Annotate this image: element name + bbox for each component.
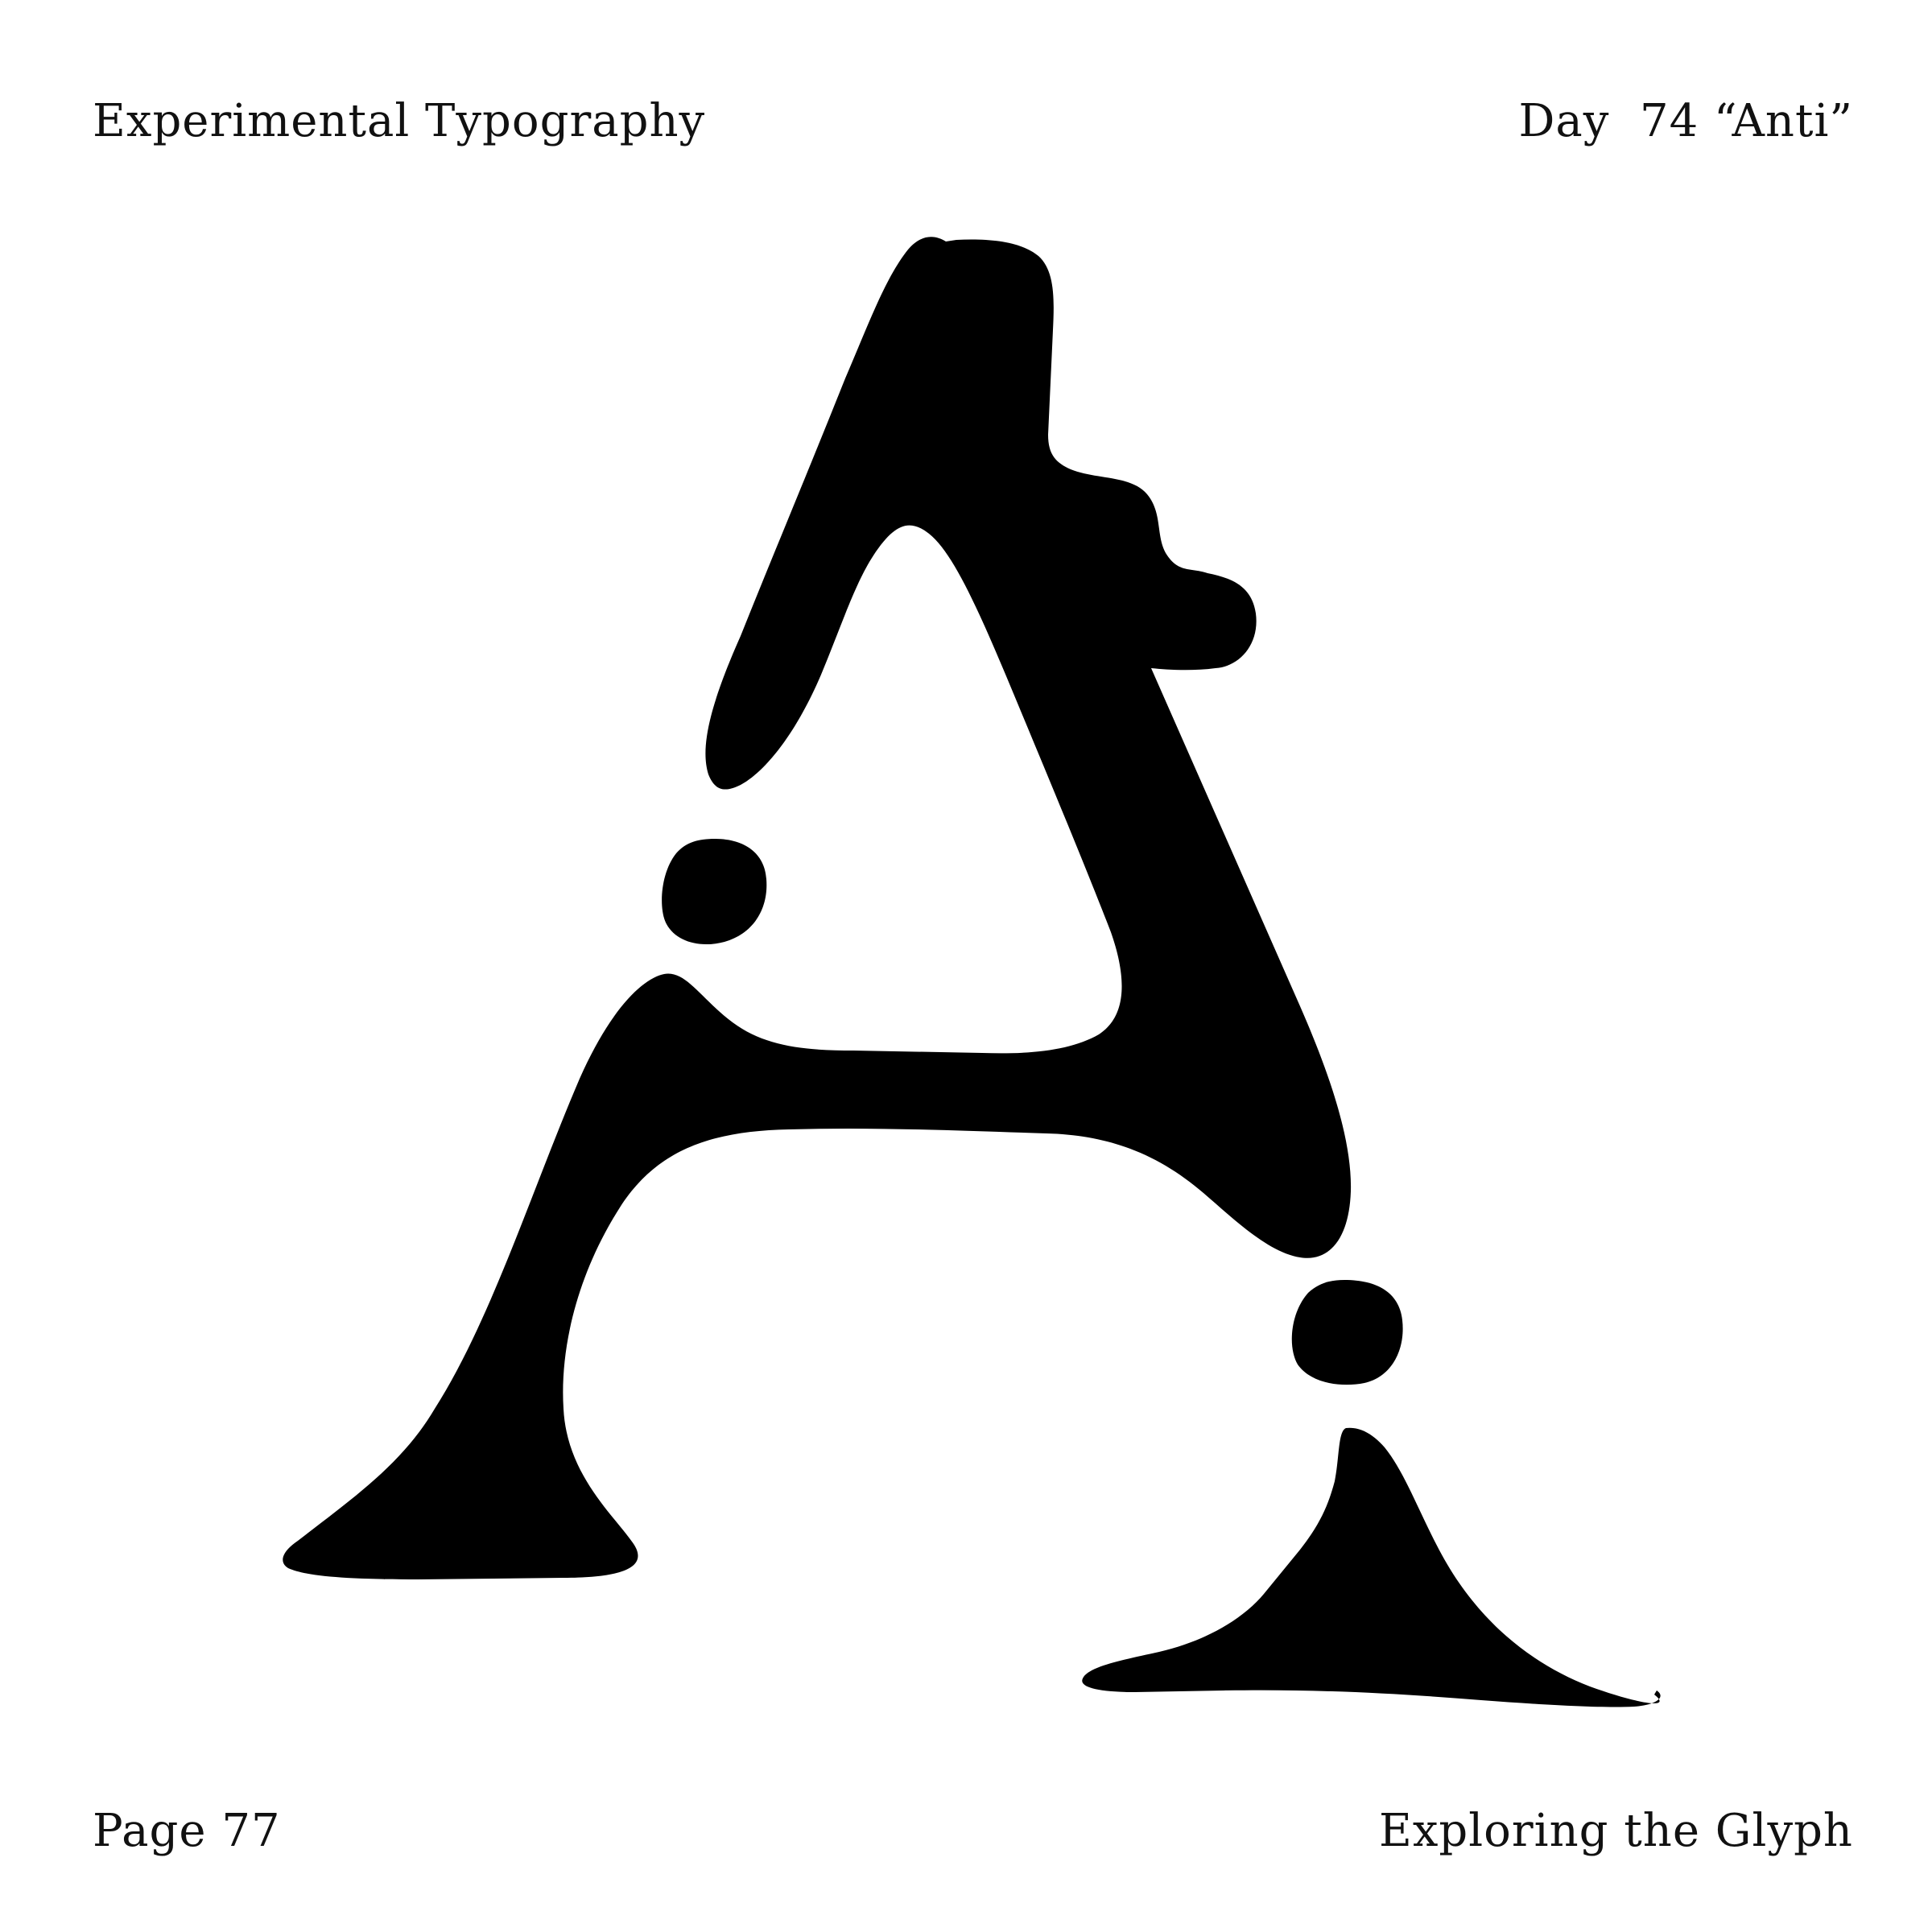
glyph-main-stroke — [283, 237, 1352, 1579]
glyph-upper-dot — [662, 839, 767, 945]
page-number: Page 77 — [93, 1805, 281, 1857]
subtitle: Exploring the Glyph — [1378, 1805, 1853, 1857]
glyph-lower-dot — [1291, 1280, 1403, 1385]
glyph-right-foot — [1082, 1427, 1661, 1707]
series-title: Experimental Typography — [93, 95, 706, 147]
day-label: Day 74 “Anti” — [1518, 95, 1853, 147]
